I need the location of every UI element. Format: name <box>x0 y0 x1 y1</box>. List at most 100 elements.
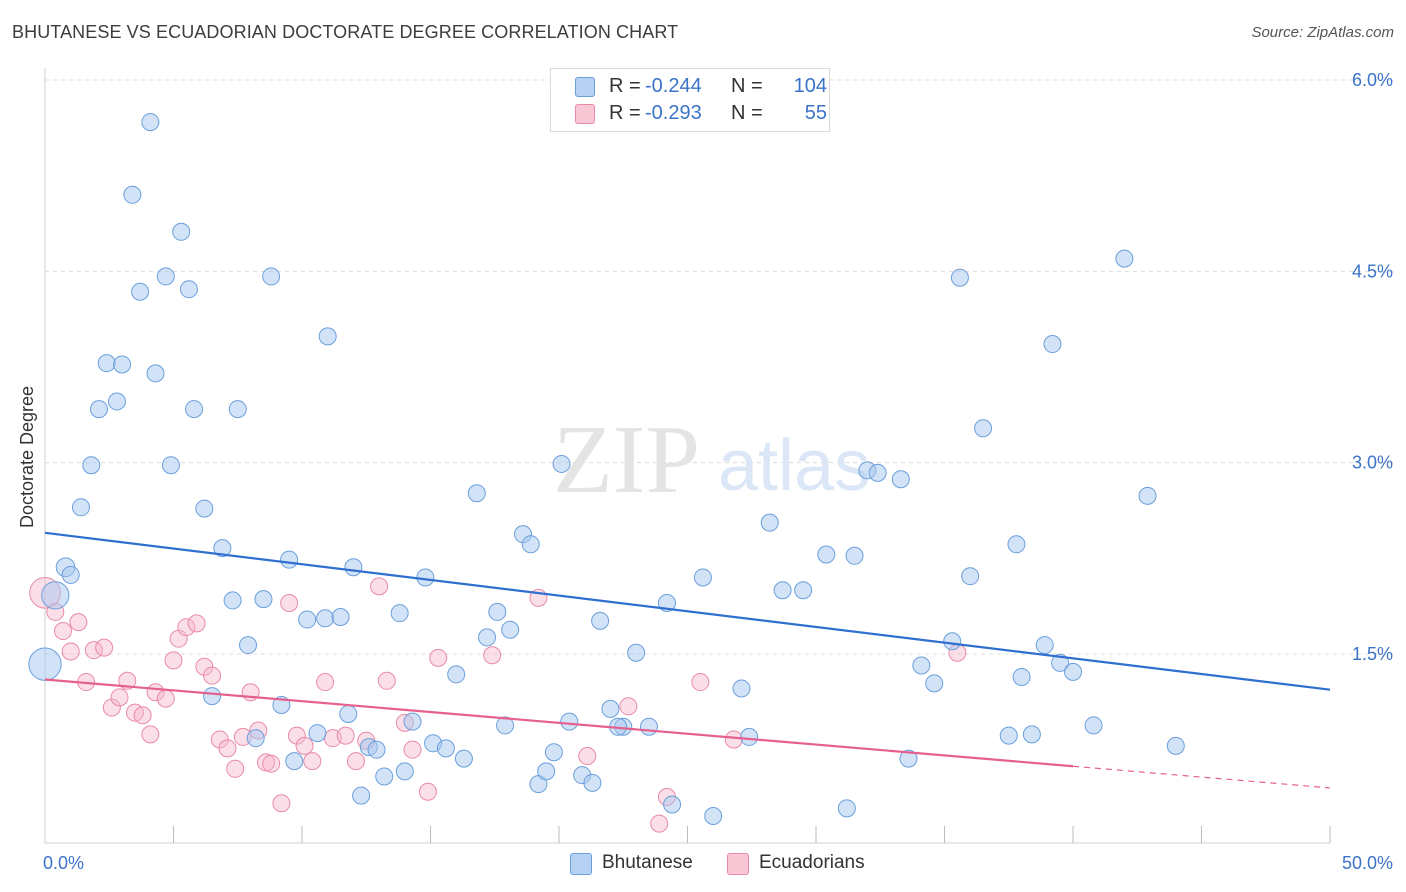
bhutanese-point <box>845 546 864 565</box>
ecuadorians-point <box>578 747 597 766</box>
ecuadorians-point <box>336 726 355 745</box>
ecuadorians-point <box>287 726 306 745</box>
bhutanese-point <box>891 470 910 489</box>
ecuadorians-point <box>316 673 335 692</box>
bhutanese-point <box>704 806 723 825</box>
ecuadorians-point <box>110 688 129 707</box>
bhutanese-point <box>447 665 466 684</box>
x-tick-label: 0.0% <box>43 853 84 873</box>
n-label: N = <box>731 102 763 124</box>
watermark-zip: ZIP <box>553 406 700 514</box>
bhutanese-point <box>488 602 507 621</box>
bhutanese-point <box>501 620 520 639</box>
ecuadorians-point <box>295 736 314 755</box>
ecuadorians-point <box>262 754 281 773</box>
ecuadorians-point <box>650 814 669 833</box>
bhutanese-point <box>454 749 473 768</box>
bhutanese-point <box>228 400 247 419</box>
ecuadorians-point <box>370 577 389 596</box>
y-axis-label: Doctorate Degree <box>17 386 37 528</box>
bhutanese-point <box>203 687 222 706</box>
bhutanese-point <box>436 739 455 758</box>
bhutanese-point <box>740 727 759 746</box>
source-label: Source: ZipAtlas.com <box>1251 24 1394 41</box>
bhutanese-point <box>185 400 204 419</box>
bhutanese-point <box>496 716 515 735</box>
ecuadorians-trend-extension <box>1072 765 1331 789</box>
bhutanese-point <box>285 752 304 771</box>
bhutanese-point <box>537 762 556 781</box>
bhutanese-point <box>583 773 602 792</box>
bhutanese-point <box>1012 667 1031 686</box>
ecuadorians-point <box>177 618 196 637</box>
bhutanese-point <box>552 454 571 473</box>
bhutanese-point <box>161 456 180 475</box>
bhutanese-point <box>478 628 497 647</box>
bhutanese-point <box>61 565 80 584</box>
bhutanese-point <box>1115 249 1134 268</box>
watermark: ZIP atlas <box>553 406 870 514</box>
bhutanese-point <box>943 632 962 651</box>
bhutanese-point <box>403 712 422 731</box>
ecuadorians-point <box>691 673 710 692</box>
bhutanese-point <box>71 498 90 517</box>
bhutanese-trend-line <box>44 531 1331 691</box>
chart-title: BHUTANESE VS ECUADORIAN DOCTORATE DEGREE… <box>12 22 679 42</box>
ecuadorians-swatch <box>727 853 749 875</box>
tick-label-layer: 1.5% 3.0% 4.5% 6.0% 0.0% 50.0% <box>43 70 1393 873</box>
ecuadorians-point <box>280 593 299 612</box>
bhutanese-point <box>41 581 70 610</box>
ecuadorians-point <box>164 651 183 670</box>
bhutanese-point <box>639 717 658 736</box>
bhutanese-point <box>1035 636 1054 655</box>
watermark-atlas: atlas <box>718 426 870 506</box>
ecuadorians-point <box>418 782 437 801</box>
bhutanese-points <box>28 113 1185 825</box>
bhutanese-point <box>467 484 486 503</box>
ecuadorians-point <box>84 641 103 660</box>
bhutanese-point <box>1064 662 1082 681</box>
bhutanese-point <box>732 679 751 698</box>
n-value: 104 <box>793 75 827 97</box>
x-tick-label: 50.0% <box>1342 853 1393 873</box>
bhutanese-point <box>591 611 610 630</box>
bhutanese-point <box>352 786 371 805</box>
ecuadorians-point <box>156 689 175 708</box>
bhutanese-point <box>298 610 317 629</box>
grid-layer <box>45 79 1395 655</box>
y-tick-label: 4.5% <box>1352 261 1393 281</box>
ecuadorians-point <box>61 642 80 661</box>
ecuadorians-point <box>346 752 365 771</box>
n-label: N = <box>731 75 763 97</box>
bhutanese-point <box>912 656 931 675</box>
bhutanese-point <box>172 222 191 241</box>
bhutanese-point <box>179 280 198 299</box>
ecuadorians-point <box>724 730 743 749</box>
bhutanese-point <box>395 762 414 781</box>
bhutanese-point <box>961 567 980 586</box>
bhutanese-point <box>308 724 327 743</box>
bhutanese-point <box>367 740 386 759</box>
bhutanese-point <box>316 609 335 628</box>
bhutanese-point <box>123 185 142 204</box>
bhutanese-point <box>1138 486 1157 505</box>
axis-layer <box>44 68 1331 844</box>
bhutanese-point <box>1043 335 1062 354</box>
bhutanese-point <box>331 608 350 627</box>
y-tick-label: 1.5% <box>1352 644 1393 664</box>
bhutanese-point <box>107 392 126 411</box>
bhutanese-swatch <box>575 77 595 97</box>
bhutanese-point <box>974 419 993 438</box>
bhutanese-point <box>239 636 258 655</box>
ecuadorians-point <box>619 697 638 716</box>
bhutanese-point <box>28 647 62 681</box>
bhutanese-point <box>560 712 579 731</box>
bhutanese-point <box>82 456 101 475</box>
bhutanese-point <box>521 535 540 554</box>
r-value: -0.244 <box>645 75 702 97</box>
trend-layer <box>44 531 1331 789</box>
ecuadorians-point <box>69 613 88 632</box>
bhutanese-point <box>1007 535 1026 554</box>
bhutanese-point <box>156 267 175 286</box>
